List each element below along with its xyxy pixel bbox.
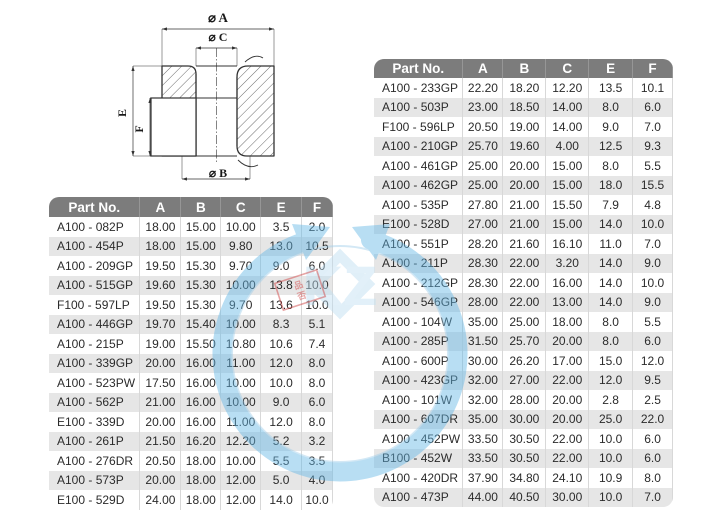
svg-text:⌀ C: ⌀ C (209, 30, 228, 44)
svg-text:⌀ A: ⌀ A (208, 10, 228, 25)
svg-text:⌀ B: ⌀ B (209, 166, 227, 180)
svg-text:F: F (132, 125, 146, 132)
svg-text:E: E (115, 109, 129, 117)
